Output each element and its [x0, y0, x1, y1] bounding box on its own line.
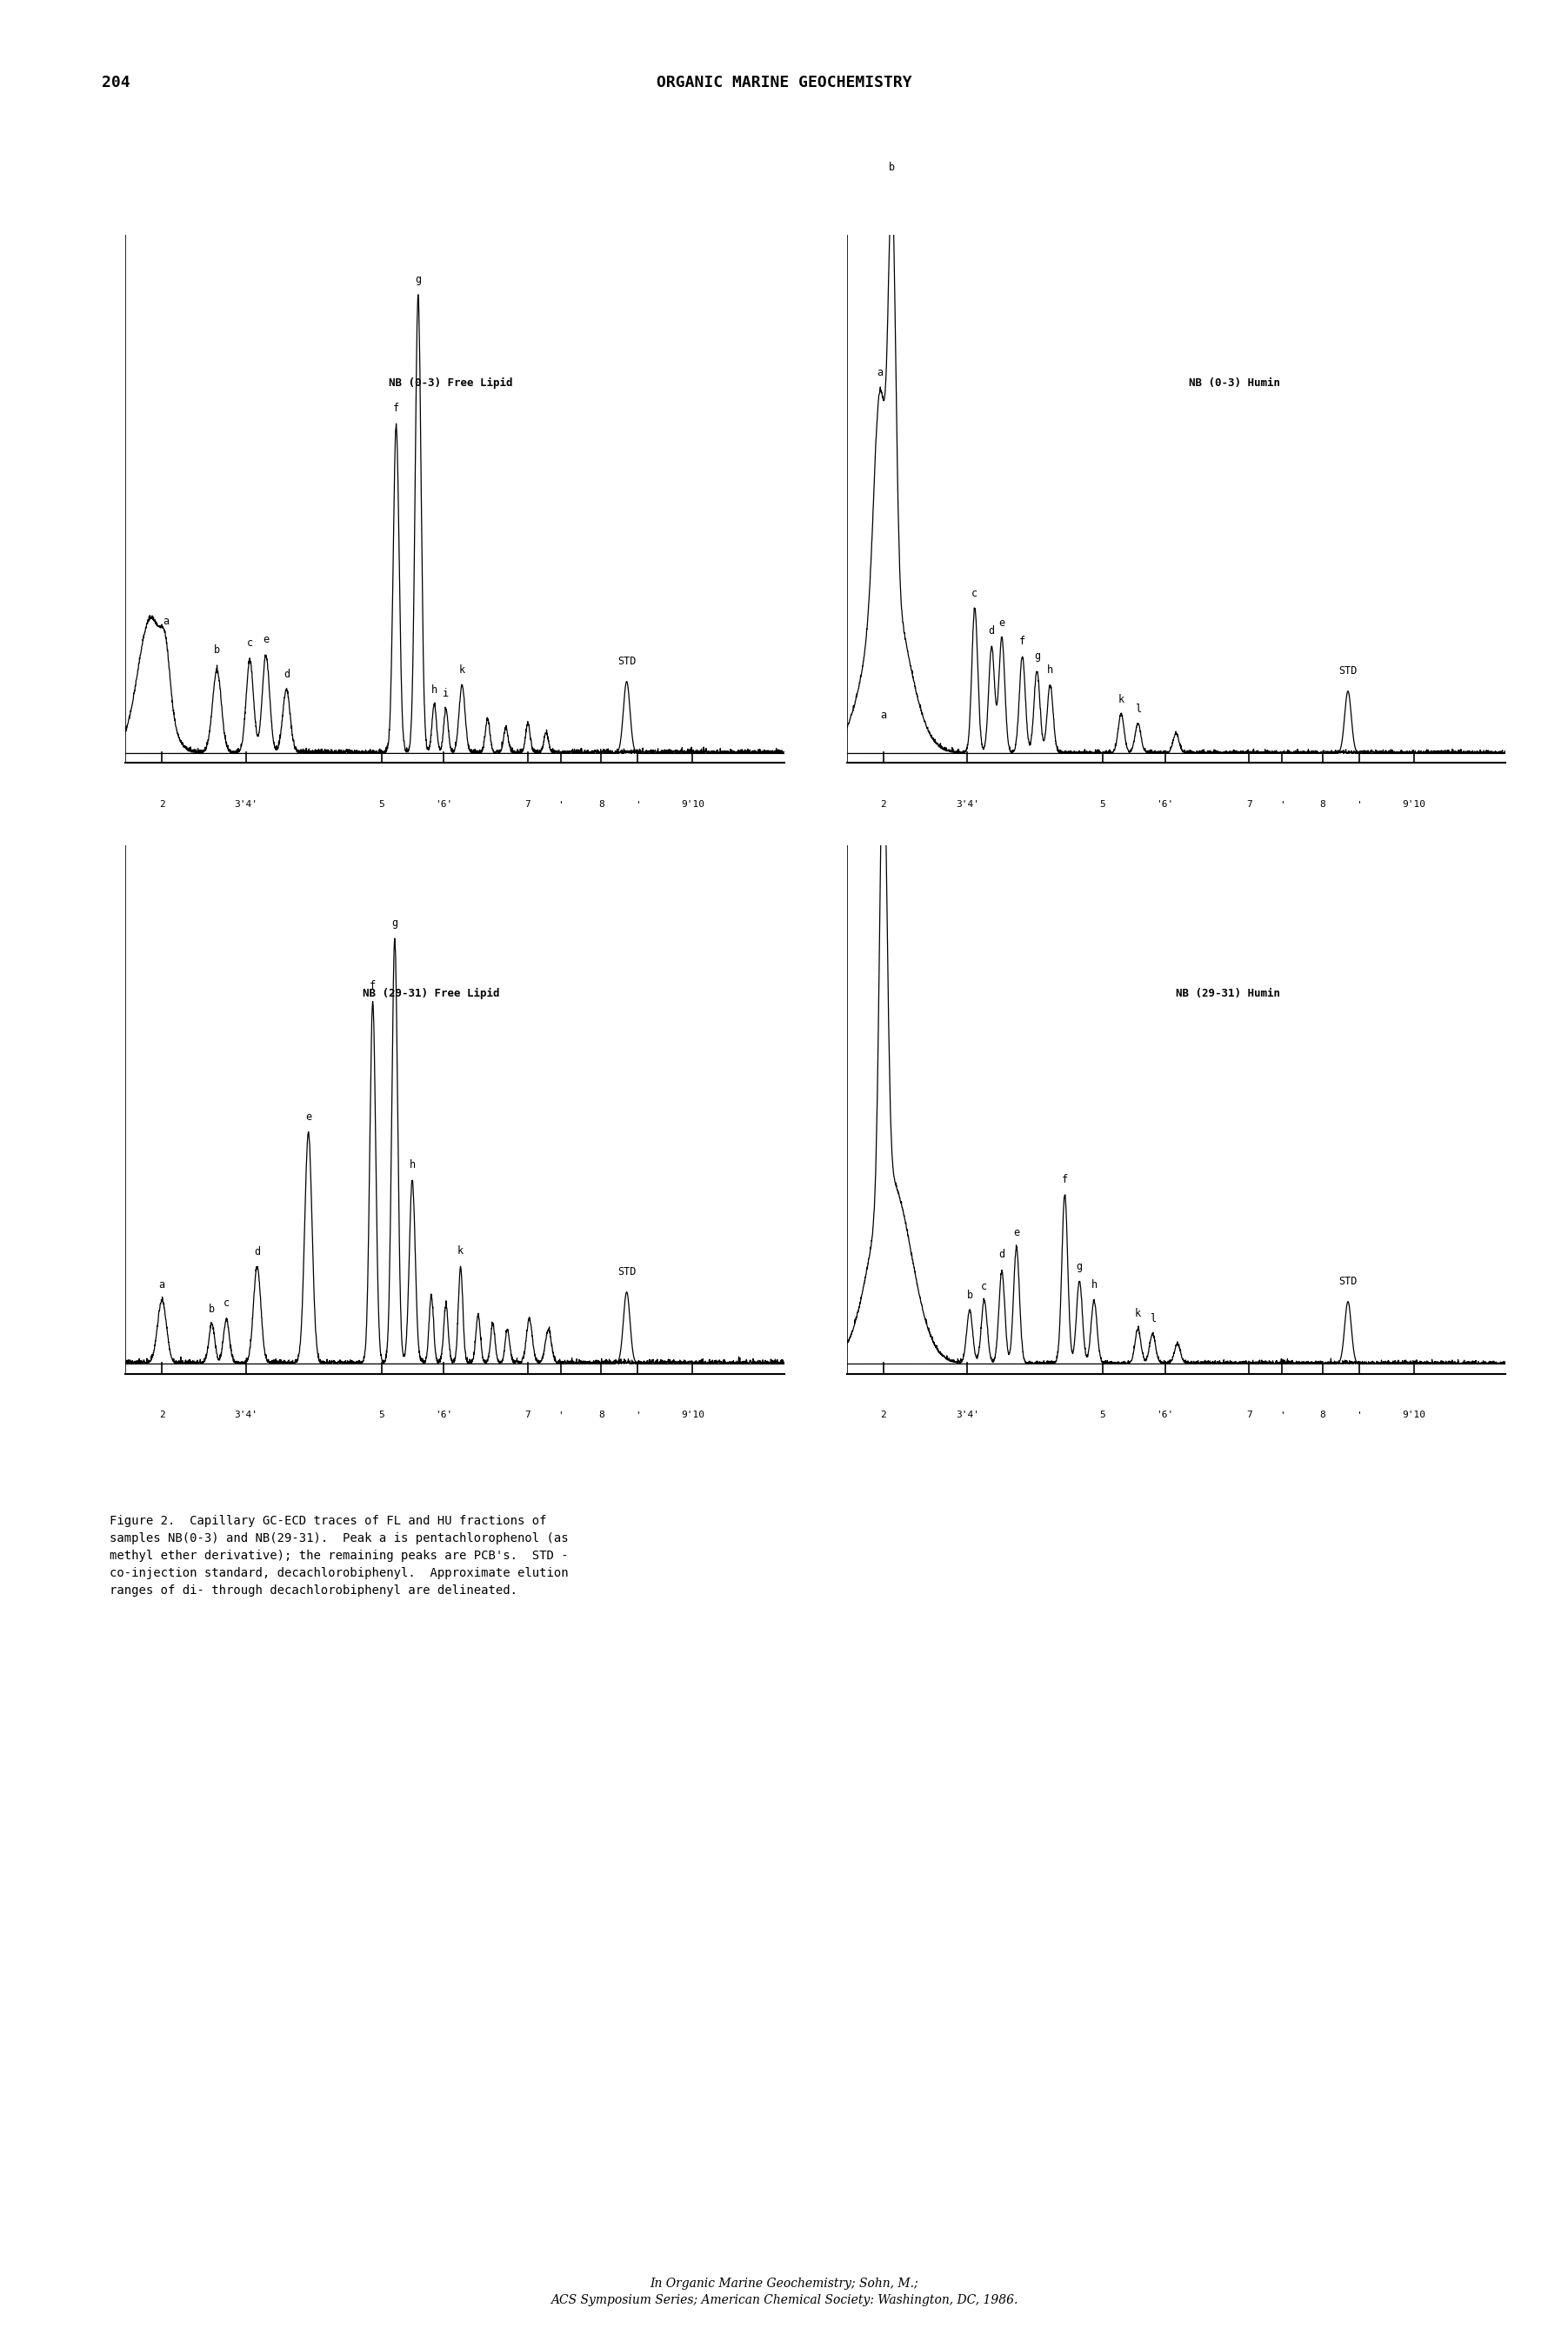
Text: ': ': [635, 1411, 641, 1418]
Text: '6': '6': [1156, 1411, 1174, 1418]
Text: ': ': [1356, 801, 1363, 808]
Text: e: e: [1013, 1228, 1019, 1237]
Text: 5: 5: [1099, 1411, 1105, 1418]
Text: 3'4': 3'4': [235, 801, 257, 808]
Text: '6': '6': [434, 1411, 453, 1418]
Text: STD: STD: [1339, 1275, 1358, 1287]
Text: 8: 8: [597, 1411, 604, 1418]
Text: ': ': [1279, 1411, 1286, 1418]
Text: h: h: [409, 1160, 416, 1172]
Text: ': ': [635, 801, 641, 808]
Text: 2: 2: [158, 1411, 165, 1418]
Text: l: l: [1149, 1313, 1156, 1324]
Text: '6': '6': [1156, 801, 1174, 808]
Text: a: a: [877, 366, 883, 378]
Text: 9'10: 9'10: [681, 801, 704, 808]
Text: 5: 5: [378, 801, 384, 808]
Text: 7: 7: [1247, 1411, 1253, 1418]
Text: h: h: [431, 683, 437, 695]
Text: 8: 8: [1319, 1411, 1325, 1418]
Text: h: h: [1047, 664, 1054, 676]
Text: b: b: [966, 1289, 972, 1301]
Text: b: b: [889, 162, 895, 174]
Text: d: d: [284, 669, 290, 681]
Text: k: k: [458, 1244, 464, 1256]
Text: STD: STD: [618, 1266, 637, 1277]
Text: 204: 204: [102, 75, 130, 89]
Text: NB (0-3) Humin: NB (0-3) Humin: [1189, 378, 1281, 387]
Text: f: f: [370, 981, 376, 991]
Text: 9'10: 9'10: [681, 1411, 704, 1418]
Text: 2: 2: [880, 801, 886, 808]
Text: NB (29-31) Humin: NB (29-31) Humin: [1176, 989, 1281, 998]
Text: 3'4': 3'4': [235, 1411, 257, 1418]
Text: k: k: [1118, 693, 1124, 704]
Text: g: g: [416, 275, 422, 284]
Text: b: b: [213, 643, 220, 655]
Text: 2: 2: [158, 801, 165, 808]
Text: 5: 5: [378, 1411, 384, 1418]
Text: a: a: [158, 1280, 165, 1291]
Text: c: c: [982, 1280, 988, 1291]
Text: f: f: [394, 404, 400, 413]
Text: 3'4': 3'4': [956, 801, 978, 808]
Text: 7: 7: [525, 801, 532, 808]
Text: g: g: [392, 918, 398, 930]
Text: ': ': [558, 801, 564, 808]
Text: 9'10: 9'10: [1402, 801, 1425, 808]
Text: ORGANIC MARINE GEOCHEMISTRY: ORGANIC MARINE GEOCHEMISTRY: [657, 75, 911, 89]
Text: k: k: [1135, 1308, 1142, 1320]
Text: c: c: [246, 636, 252, 648]
Text: c: c: [223, 1296, 229, 1308]
Text: i: i: [442, 688, 448, 700]
Text: d: d: [988, 625, 994, 636]
Text: a: a: [880, 709, 886, 721]
Text: 7: 7: [1247, 801, 1253, 808]
Text: 7: 7: [525, 1411, 532, 1418]
Text: f: f: [1062, 1174, 1068, 1186]
Text: 5: 5: [1099, 801, 1105, 808]
Text: NB (0-3) Free Lipid: NB (0-3) Free Lipid: [389, 378, 513, 387]
Text: 2: 2: [880, 1411, 886, 1418]
Text: 8: 8: [597, 801, 604, 808]
Text: ACS Symposium Series; American Chemical Society: Washington, DC, 1986.: ACS Symposium Series; American Chemical …: [550, 2294, 1018, 2306]
Text: k: k: [459, 664, 466, 676]
Text: ': ': [558, 1411, 564, 1418]
Text: ': ': [1279, 801, 1286, 808]
Text: STD: STD: [618, 655, 637, 667]
Text: '6': '6': [434, 801, 453, 808]
Text: 9'10: 9'10: [1402, 1411, 1425, 1418]
Text: d: d: [254, 1247, 260, 1256]
Text: e: e: [263, 634, 270, 646]
Text: f: f: [1019, 636, 1025, 648]
Text: e: e: [999, 618, 1005, 629]
Text: 3'4': 3'4': [956, 1411, 978, 1418]
Text: NB (29-31) Free Lipid: NB (29-31) Free Lipid: [362, 989, 500, 998]
Text: h: h: [1091, 1280, 1098, 1291]
Text: ': ': [1356, 1411, 1363, 1418]
Text: e: e: [306, 1111, 312, 1122]
Text: l: l: [1135, 704, 1142, 716]
Text: STD: STD: [1339, 664, 1358, 676]
Text: a: a: [163, 615, 169, 627]
Text: g: g: [1033, 650, 1040, 662]
Text: 8: 8: [1319, 801, 1325, 808]
Text: c: c: [972, 587, 978, 599]
Text: d: d: [999, 1249, 1005, 1261]
Text: g: g: [1076, 1261, 1082, 1273]
Text: Figure 2.  Capillary GC-ECD traces of FL and HU fractions of
samples NB(0-3) and: Figure 2. Capillary GC-ECD traces of FL …: [110, 1514, 569, 1597]
Text: b: b: [209, 1303, 215, 1315]
Text: In Organic Marine Geochemistry; Sohn, M.;: In Organic Marine Geochemistry; Sohn, M.…: [649, 2278, 919, 2289]
